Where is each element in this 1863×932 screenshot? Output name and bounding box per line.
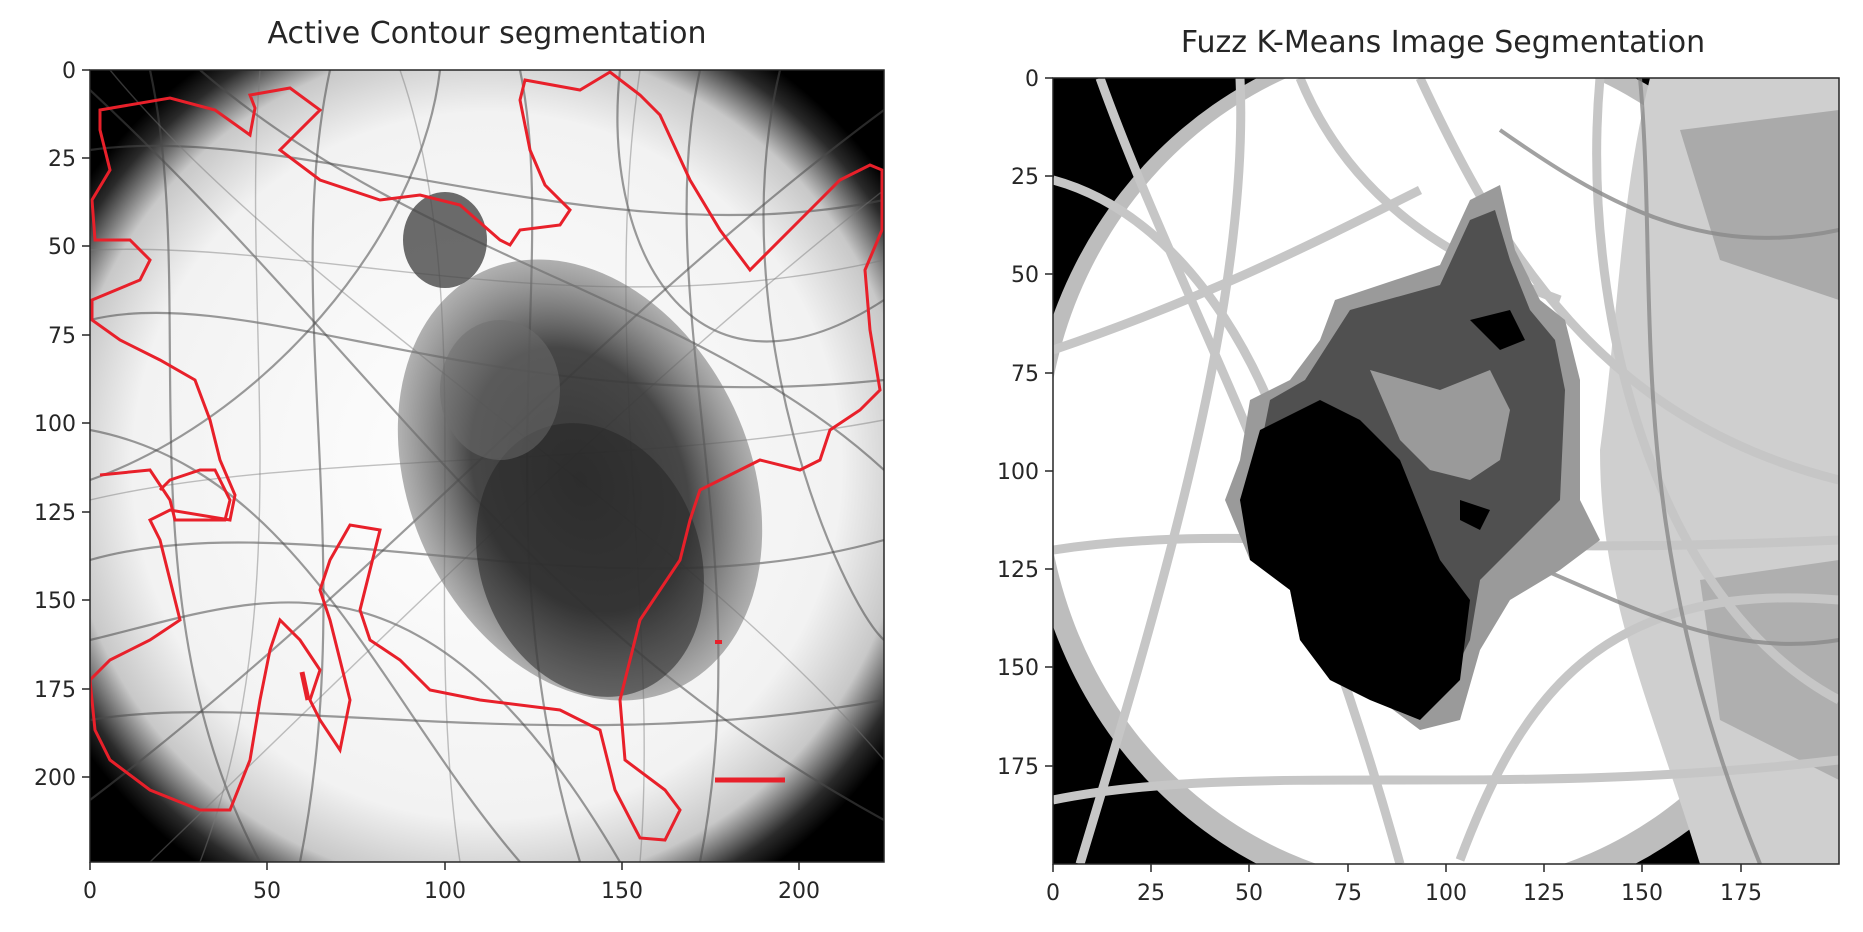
y-tick-label: 100 (34, 412, 76, 437)
y-tick-label: 0 (62, 59, 76, 84)
x-tick-label: 175 (1720, 881, 1762, 906)
x-tick-label: 150 (601, 879, 643, 904)
y-tick-label: 125 (997, 558, 1039, 583)
y-tick-label: 200 (34, 766, 76, 791)
lesion-clusters (1225, 185, 1600, 730)
y-tick-label: 150 (997, 656, 1039, 681)
y-tick-label: 25 (48, 147, 76, 172)
hair-clusters (1053, 78, 1839, 864)
axes-frame (89, 69, 885, 863)
y-tick-label: 50 (1011, 263, 1039, 288)
x-tick-label: 100 (424, 879, 466, 904)
panel-title: Fuzz K-Means Image Segmentation (1181, 25, 1705, 60)
y-tick-label: 25 (1011, 165, 1039, 190)
x-tick-label: 50 (253, 879, 281, 904)
y-tick-label: 75 (48, 324, 76, 349)
segmentation-image (1053, 78, 1839, 864)
panel-title: Active Contour segmentation (267, 16, 706, 51)
y-tick-label: 75 (1011, 362, 1039, 387)
x-tick-label: 0 (1046, 881, 1060, 906)
x-tick-label: 25 (1137, 881, 1165, 906)
active-contour (90, 70, 884, 842)
y-tick-label: 150 (34, 589, 76, 614)
x-tick-label: 150 (1621, 881, 1663, 906)
y-tick-label: 175 (34, 678, 76, 703)
y-axis: 0 25 50 75 100 125 150 175 (997, 67, 1053, 780)
y-tick-label: 0 (1025, 67, 1039, 92)
y-axis: 0 25 50 75 100 125 150 175 200 (34, 59, 90, 791)
x-axis: 0 50 100 150 200 (83, 862, 820, 904)
dermoscopy-image (90, 70, 884, 862)
x-tick-label: 0 (83, 879, 97, 904)
x-axis: 0 25 50 75 100 125 150 175 (1046, 864, 1762, 906)
y-tick-label: 125 (34, 501, 76, 526)
lesion (397, 192, 763, 701)
y-tick-label: 50 (48, 235, 76, 260)
y-tick-label: 100 (997, 460, 1039, 485)
panel-active-contour: Active Contour segmentation (34, 16, 885, 904)
x-tick-label: 75 (1334, 881, 1362, 906)
x-tick-label: 125 (1523, 881, 1565, 906)
panel-fuzzy-kmeans: Fuzz K-Means Image Segmentation (997, 25, 1840, 906)
x-tick-label: 100 (1425, 881, 1467, 906)
x-tick-label: 200 (778, 879, 820, 904)
y-tick-label: 175 (997, 755, 1039, 780)
x-tick-label: 50 (1235, 881, 1263, 906)
